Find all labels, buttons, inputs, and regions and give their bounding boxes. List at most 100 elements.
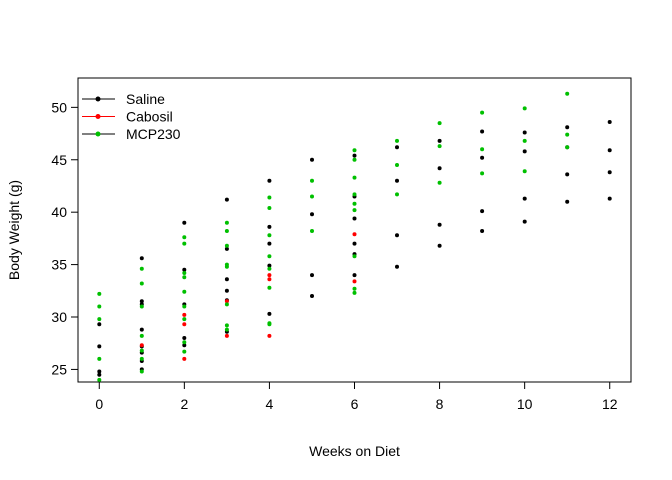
point-saline (267, 263, 272, 268)
point-mcp230 (352, 192, 357, 197)
point-saline (97, 344, 102, 349)
y-tick-label: 25 (51, 361, 67, 377)
point-saline (607, 170, 612, 175)
point-cabosil (224, 333, 229, 338)
point-saline (437, 138, 442, 143)
point-mcp230 (480, 171, 485, 176)
point-mcp230 (395, 192, 399, 197)
point-mcp230 (139, 281, 144, 286)
point-mcp230 (182, 304, 187, 309)
point-saline (139, 327, 144, 332)
point-saline (565, 125, 570, 130)
point-saline (310, 212, 314, 217)
point-mcp230 (97, 291, 102, 296)
point-saline (224, 277, 229, 282)
point-saline (607, 148, 612, 153)
point-saline (522, 149, 527, 154)
point-mcp230 (182, 317, 187, 322)
y-tick-label: 40 (51, 204, 67, 220)
point-saline (139, 299, 144, 304)
x-tick-label: 2 (180, 396, 188, 412)
point-saline (565, 199, 570, 204)
point-saline (395, 233, 399, 238)
y-tick-label: 50 (51, 99, 67, 115)
point-mcp230 (267, 206, 272, 210)
point-mcp230 (395, 163, 399, 167)
x-tick-label: 12 (602, 396, 618, 412)
point-mcp230 (352, 290, 357, 295)
point-saline (182, 343, 187, 348)
point-mcp230 (182, 271, 187, 275)
x-tick-label: 0 (95, 396, 103, 412)
legend-item-cabosil: Cabosil (82, 109, 173, 125)
point-saline (97, 322, 102, 327)
point-saline (97, 369, 102, 374)
point-mcp230 (310, 178, 314, 183)
legend-marker (95, 96, 101, 102)
point-saline (267, 178, 272, 183)
point-cabosil (182, 322, 187, 327)
point-cabosil (139, 343, 144, 348)
point-mcp230 (139, 369, 144, 374)
point-saline (480, 229, 485, 233)
x-tick-label: 8 (436, 396, 444, 412)
x-axis-label: Weeks on Diet (309, 443, 400, 459)
point-mcp230 (522, 138, 527, 143)
point-mcp230 (267, 233, 272, 238)
point-mcp230 (182, 275, 187, 280)
point-mcp230 (522, 169, 527, 174)
point-mcp230 (437, 121, 442, 126)
point-mcp230 (267, 254, 272, 259)
point-mcp230 (352, 175, 357, 180)
point-mcp230 (310, 194, 314, 199)
point-saline (352, 153, 357, 158)
point-mcp230 (565, 91, 570, 96)
point-cabosil (267, 333, 272, 338)
point-mcp230 (224, 262, 229, 267)
point-mcp230 (224, 327, 229, 332)
point-mcp230 (522, 106, 527, 111)
point-mcp230 (565, 132, 570, 137)
point-saline (182, 220, 187, 225)
point-mcp230 (139, 356, 144, 361)
point-cabosil (267, 273, 272, 278)
point-saline (267, 224, 272, 229)
point-cabosil (267, 277, 272, 282)
point-saline (224, 288, 229, 293)
x-tick-label: 6 (351, 396, 359, 412)
point-saline (395, 264, 399, 269)
point-saline (607, 120, 612, 124)
point-saline (395, 178, 399, 183)
legend-label: Cabosil (126, 109, 173, 125)
point-saline (97, 372, 102, 377)
point-saline (310, 294, 314, 298)
point-mcp230 (310, 229, 314, 233)
point-mcp230 (182, 340, 187, 345)
point-mcp230 (224, 243, 229, 248)
point-saline (352, 273, 357, 278)
point-mcp230 (352, 157, 357, 162)
point-saline (352, 241, 357, 246)
point-mcp230 (182, 235, 187, 240)
point-mcp230 (352, 286, 357, 291)
point-saline (224, 246, 229, 251)
point-saline (310, 273, 314, 278)
point-saline (565, 172, 570, 177)
point-mcp230 (267, 321, 272, 326)
point-mcp230 (352, 148, 357, 153)
point-mcp230 (224, 220, 229, 225)
point-mcp230 (97, 317, 102, 322)
point-mcp230 (139, 304, 144, 309)
point-saline (522, 219, 527, 224)
point-mcp230 (97, 377, 102, 382)
point-saline (267, 311, 272, 316)
y-axis: 25 30 35 40 45 50 (51, 99, 79, 377)
point-mcp230 (437, 144, 442, 149)
legend-label: Saline (126, 91, 165, 107)
point-mcp230 (182, 349, 187, 354)
point-mcp230 (480, 147, 485, 152)
point-cabosil (352, 279, 357, 284)
data-points (97, 91, 612, 382)
point-saline (607, 196, 612, 201)
